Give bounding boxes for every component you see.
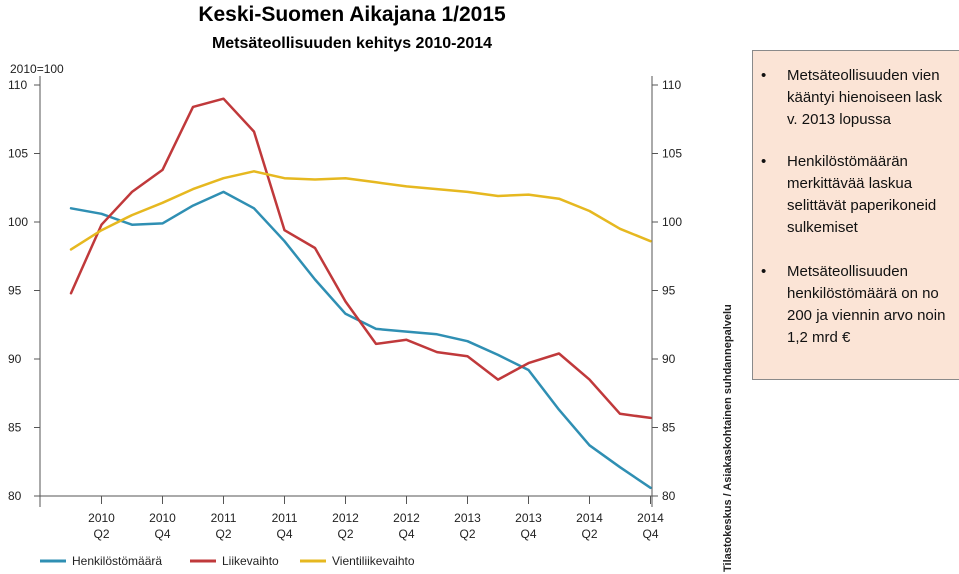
y-ticks: 80 80 85 85 90 90 95 95 100 100 105 105 110 110 bbox=[8, 78, 682, 503]
y-tick-label-right: 110 bbox=[662, 78, 681, 92]
x-tick-year: 2010 bbox=[149, 511, 176, 525]
series-line-2 bbox=[69, 170, 652, 251]
series-line-0 bbox=[69, 190, 652, 490]
x-tick-quarter: Q2 bbox=[337, 527, 353, 541]
y-tick-label: 80 bbox=[8, 489, 22, 503]
x-tick-year: 2013 bbox=[454, 511, 481, 525]
chart-title: Keski-Suomen Aikajana 1/2015 bbox=[198, 3, 506, 26]
x-tick-quarter: Q2 bbox=[93, 527, 109, 541]
y-tick-label-right: 100 bbox=[662, 215, 682, 229]
notes-box: • Metsäteollisuuden vien kääntyi hienois… bbox=[752, 50, 959, 380]
legend-label: Henkilöstömäärä bbox=[72, 554, 162, 568]
x-tick-quarter: Q4 bbox=[520, 527, 536, 541]
bullet-icon: • bbox=[761, 153, 767, 170]
y-tick-label-right: 85 bbox=[662, 421, 676, 435]
x-tick-year: 2013 bbox=[515, 511, 542, 525]
x-tick-quarter: Q4 bbox=[154, 527, 170, 541]
x-tick-quarter: Q4 bbox=[642, 527, 658, 541]
y-tick-label: 85 bbox=[8, 421, 22, 435]
x-tick-year: 2010 bbox=[88, 511, 115, 525]
y-tick-label: 105 bbox=[8, 147, 28, 161]
x-tick-year: 2011 bbox=[272, 511, 298, 525]
y-tick-label-right: 80 bbox=[662, 489, 676, 503]
x-tick-quarter: Q4 bbox=[276, 527, 292, 541]
x-tick-year: 2014 bbox=[637, 511, 664, 525]
note-item: • Metsäteollisuuden vien kääntyi hienois… bbox=[753, 65, 959, 131]
y-tick-label-right: 105 bbox=[662, 147, 682, 161]
x-tick-quarter: Q4 bbox=[398, 527, 414, 541]
source-label: Tilastokeskus / Asiakaskohtainen suhdann… bbox=[722, 304, 734, 572]
x-tick-year: 2012 bbox=[332, 511, 359, 525]
note-text: Henkilöstömäärän merkittävää laskua seli… bbox=[787, 153, 937, 236]
y-tick-label: 100 bbox=[8, 215, 28, 229]
series-lines bbox=[69, 97, 652, 490]
y-tick-label-right: 90 bbox=[662, 352, 676, 366]
legend-label: Vientiliikevaihto bbox=[332, 554, 415, 568]
series-line-1 bbox=[69, 97, 652, 420]
y-axis-label: 2010=100 bbox=[10, 62, 64, 76]
legend-label: Liikevaihto bbox=[222, 554, 279, 568]
y-tick-label: 90 bbox=[8, 352, 22, 366]
x-tick-quarter: Q2 bbox=[459, 527, 475, 541]
x-tick-year: 2012 bbox=[393, 511, 420, 525]
x-tick-quarter: Q2 bbox=[581, 527, 597, 541]
y-tick-label: 110 bbox=[8, 78, 27, 92]
note-text: Metsäteollisuuden vien kääntyi hienoisee… bbox=[787, 67, 943, 128]
legend: Henkilöstömäärä Liikevaihto Vientiliikevai… bbox=[40, 554, 415, 568]
y-tick-label: 95 bbox=[8, 284, 22, 298]
y-tick-label-right: 95 bbox=[662, 284, 676, 298]
x-tick-year: 2011 bbox=[211, 511, 237, 525]
x-tick-quarter: Q2 bbox=[215, 527, 231, 541]
note-text: Metsäteollisuuden henkilöstömäärä on no … bbox=[787, 263, 946, 346]
x-ticks: 2010 Q2 2010 Q4 2011 Q2 2011 Q4 2012 Q2 2012 Q4 2013… bbox=[88, 496, 664, 541]
chart-subtitle: Metsäteollisuuden kehitys 2010-2014 bbox=[212, 35, 492, 52]
bullet-icon: • bbox=[761, 67, 767, 84]
bullet-icon: • bbox=[761, 263, 767, 280]
note-item: • Henkilöstömäärän merkittävää laskua se… bbox=[753, 151, 959, 236]
note-item: • Metsäteollisuuden henkilöstömäärä on n… bbox=[753, 261, 959, 346]
x-tick-year: 2014 bbox=[576, 511, 603, 525]
